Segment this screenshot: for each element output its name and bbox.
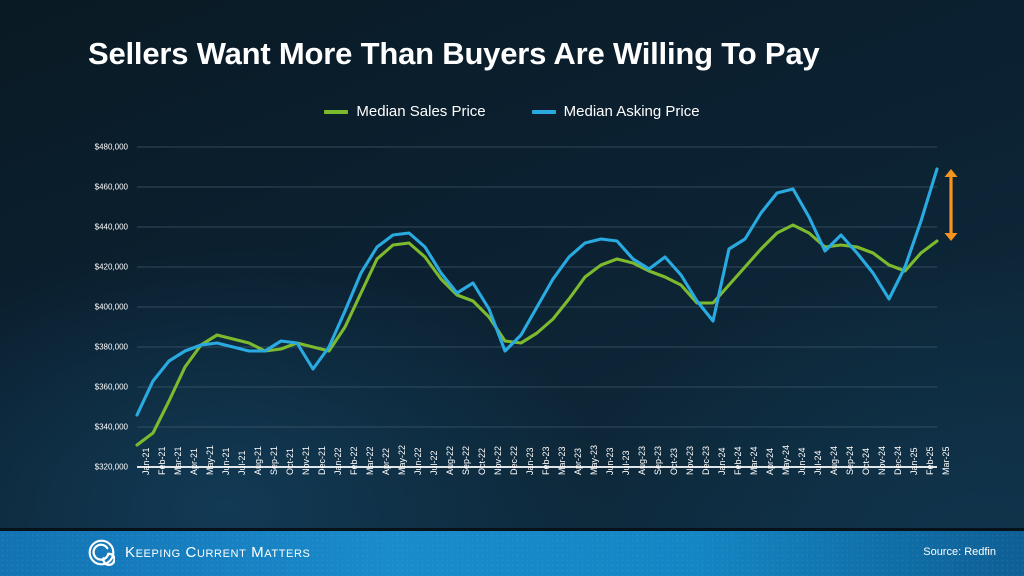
legend-label-median-asking-price: Median Asking Price <box>563 103 700 120</box>
footer-bar: Keeping Current Matters Source: Redfin <box>0 528 1024 576</box>
x-axis-tick-label: Dec-22 <box>509 445 519 475</box>
brand-name: Keeping Current Matters <box>125 543 311 561</box>
x-axis-tick-label: Oct-22 <box>477 447 487 475</box>
chart-gridlines <box>137 146 937 468</box>
x-axis-tick-label: Jan-25 <box>909 447 919 475</box>
chart-legend: Median Sales Price Median Asking Price <box>0 103 1024 120</box>
x-axis-tick-label: Jan-21 <box>141 447 151 475</box>
line-chart: $480,000 $460,000 $440,000 $420,000 $400,000… <box>94 142 958 475</box>
x-axis-tick-label: May-24 <box>781 444 791 475</box>
x-axis-tick-label: Mar-23 <box>557 446 567 475</box>
x-axis-tick-label: Mar-25 <box>941 446 951 475</box>
chart-series <box>135 167 939 447</box>
y-axis-tick-label: $440,000 <box>94 222 128 232</box>
x-axis-tick-label: Jul-23 <box>621 450 631 475</box>
y-axis-tick-label: $320,000 <box>94 462 128 472</box>
x-axis-tick-label: Mar-24 <box>749 446 759 475</box>
legend-item-median-asking-price[interactable]: Median Asking Price <box>531 103 700 120</box>
x-axis-tick-label: Dec-21 <box>317 445 327 475</box>
legend-label-median-sales-price: Median Sales Price <box>356 103 486 120</box>
legend-item-median-sales-price[interactable]: Median Sales Price <box>324 103 486 120</box>
legend-swatch-blue <box>531 109 556 114</box>
x-axis-tick-label: Feb-22 <box>349 446 359 475</box>
x-axis-tick-label: Sep-24 <box>845 445 855 475</box>
y-axis-tick-label: $420,000 <box>94 262 128 272</box>
series-line-median-sales-price <box>135 223 939 447</box>
x-axis-tick-label: Feb-25 <box>925 446 935 475</box>
x-axis-tick-label: Feb-23 <box>541 446 551 475</box>
chart-plot-svg <box>135 146 958 468</box>
price-gap-arrow-head-down <box>944 233 958 241</box>
x-axis-tick-label: Aug-23 <box>637 445 647 475</box>
x-axis-tick-label: Nov-21 <box>301 445 311 475</box>
x-axis-tick-label: Apr-24 <box>765 447 775 475</box>
y-axis-tick-label: $400,000 <box>94 302 128 312</box>
x-axis-tick-label: Dec-23 <box>701 445 711 475</box>
x-axis-tick-label: Nov-23 <box>685 445 695 475</box>
x-axis-tick-label: Mar-21 <box>173 446 183 475</box>
x-axis-tick-label: Jan-23 <box>525 447 535 475</box>
x-axis-tick-label: Feb-21 <box>157 446 167 475</box>
series-line-median-asking-price <box>135 167 939 417</box>
spiral-logo-icon <box>88 539 115 566</box>
x-axis-tick-label: Mar-22 <box>365 446 375 475</box>
x-axis-tick-label: Nov-22 <box>493 445 503 475</box>
x-axis-tick-label: Oct-24 <box>861 447 871 475</box>
x-axis-tick-label: Apr-21 <box>189 447 199 475</box>
x-axis-tick-label: May-21 <box>205 444 215 475</box>
x-axis-tick-label: Jan-22 <box>333 447 343 475</box>
x-axis-tick-label: Apr-23 <box>573 447 583 475</box>
x-axis-tick-label: Jul-22 <box>429 450 439 475</box>
x-axis-tick-label: Oct-21 <box>285 447 295 475</box>
x-axis-tick-label: Jun-22 <box>413 447 423 475</box>
x-axis-tick-label: May-23 <box>589 444 599 475</box>
page-title: Sellers Want More Than Buyers Are Willin… <box>88 36 820 71</box>
footer-divider <box>0 528 1024 531</box>
x-axis-tick-label: Jul-21 <box>237 450 247 475</box>
x-axis-tick-label: Apr-22 <box>381 447 391 475</box>
x-axis-tick-label: Sep-23 <box>653 445 663 475</box>
x-axis-tick-label: Nov-24 <box>877 445 887 475</box>
y-axis-tick-label: $480,000 <box>94 142 128 152</box>
source-attribution: Source: Redfin <box>923 546 996 558</box>
y-axis-tick-label: $340,000 <box>94 422 128 432</box>
y-axis-tick-label: $360,000 <box>94 382 128 392</box>
x-axis-tick-label: Sep-21 <box>269 445 279 475</box>
x-axis-tick-label: Jun-24 <box>797 447 807 475</box>
x-axis-tick-label: May-22 <box>397 444 407 475</box>
price-gap-arrow-head-up <box>944 169 958 177</box>
legend-swatch-green <box>324 109 349 114</box>
x-axis-tick-label: Jun-23 <box>605 447 615 475</box>
x-axis-tick-label: Dec-24 <box>893 445 903 475</box>
x-axis-tick-label: Jan-24 <box>717 447 727 475</box>
x-axis-tick-label: Feb-24 <box>733 446 743 475</box>
x-axis-tick-label: Aug-21 <box>253 445 263 475</box>
x-axis-tick-label: Jun-21 <box>221 447 231 475</box>
y-axis-tick-label: $380,000 <box>94 342 128 352</box>
x-axis-tick-label: Jul-24 <box>813 450 823 475</box>
x-axis-tick-label: Oct-23 <box>669 447 679 475</box>
x-axis-tick-label: Aug-24 <box>829 445 839 475</box>
x-axis-tick-label: Sep-22 <box>461 445 471 475</box>
brand-logo-group[interactable]: Keeping Current Matters <box>88 539 310 566</box>
x-axis-tick-label: Aug-22 <box>445 445 455 475</box>
chart-annotations <box>944 169 958 241</box>
y-axis-tick-label: $460,000 <box>94 182 128 192</box>
